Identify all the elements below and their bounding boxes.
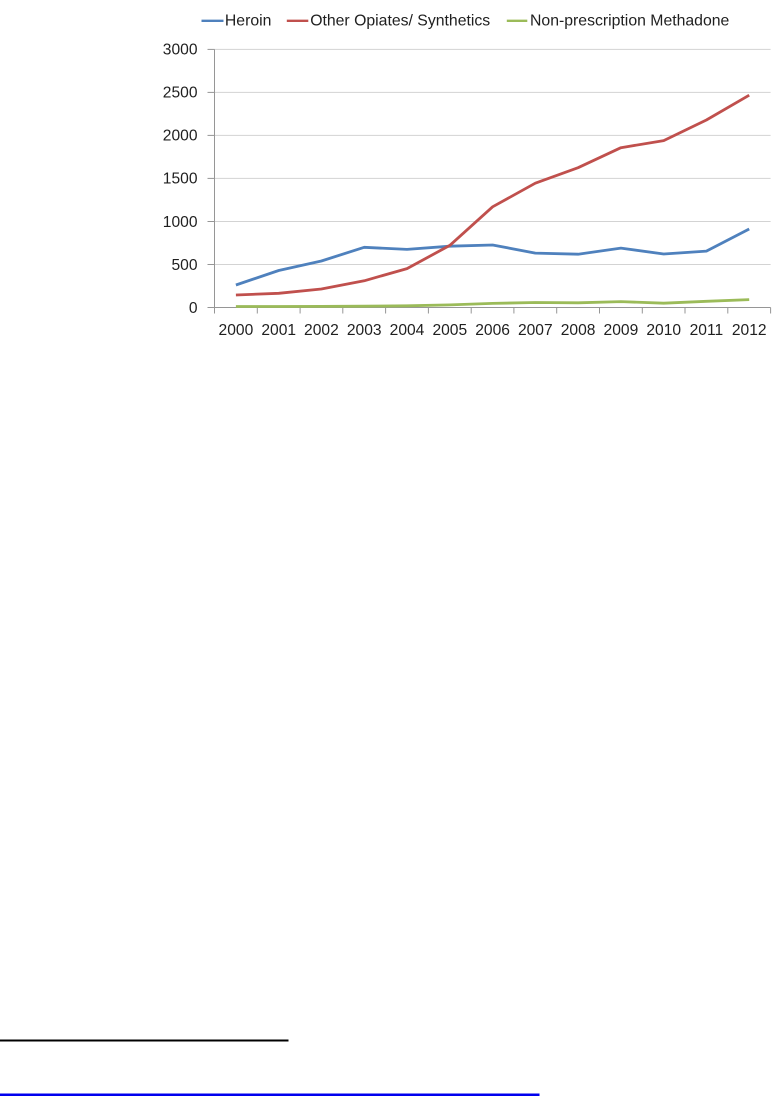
svg-text:2001: 2001 [261, 322, 296, 339]
svg-text:Heroin: Heroin [225, 13, 272, 30]
svg-text:2000: 2000 [163, 128, 198, 145]
svg-text:2006: 2006 [475, 322, 510, 339]
svg-text:0: 0 [189, 300, 198, 317]
svg-text:2011: 2011 [690, 322, 724, 339]
svg-text:2008: 2008 [561, 322, 596, 339]
svg-text:2009: 2009 [604, 322, 639, 339]
svg-text:1000: 1000 [163, 214, 198, 231]
svg-text:2005: 2005 [432, 322, 467, 339]
svg-text:2002: 2002 [304, 322, 339, 339]
svg-text:2010: 2010 [646, 322, 681, 339]
svg-text:3000: 3000 [163, 42, 198, 59]
svg-text:2004: 2004 [390, 322, 425, 339]
svg-text:1500: 1500 [163, 171, 198, 188]
svg-text:2500: 2500 [163, 85, 198, 102]
svg-text:2000: 2000 [219, 322, 254, 339]
svg-text:500: 500 [171, 257, 197, 274]
svg-text:Non-prescription Methadone: Non-prescription Methadone [530, 13, 730, 30]
svg-text:2007: 2007 [518, 322, 553, 339]
svg-text:2003: 2003 [347, 322, 382, 339]
svg-text:2012: 2012 [732, 322, 767, 339]
svg-text:Other Opiates/ Synthetics: Other Opiates/ Synthetics [310, 13, 490, 30]
